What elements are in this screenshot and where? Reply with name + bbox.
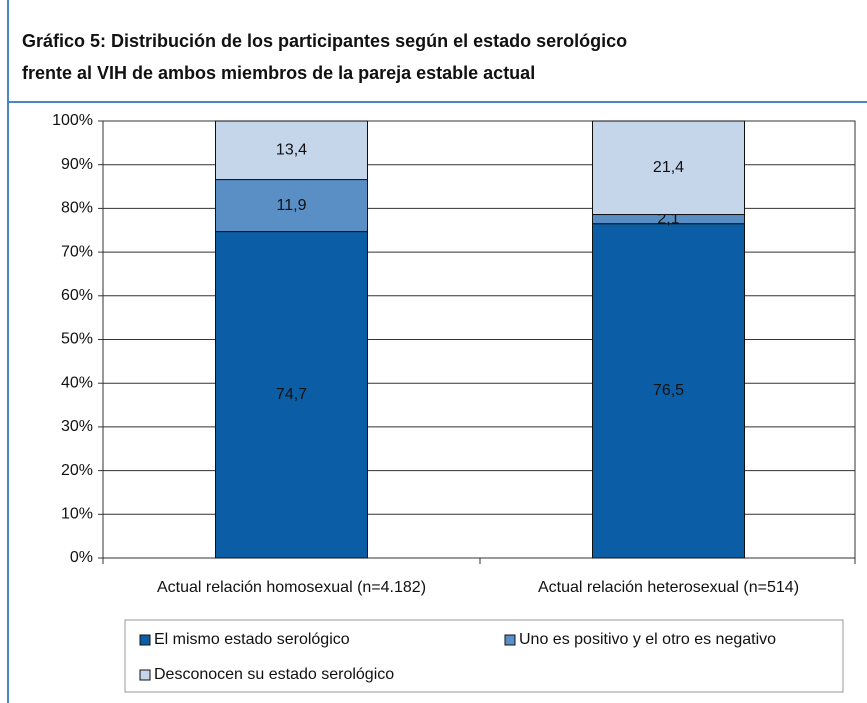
- data-label: 76,5: [653, 382, 684, 399]
- y-tick-label: 0%: [70, 549, 93, 566]
- chart-title: frente al VIH de ambos miembros de la pa…: [22, 63, 535, 83]
- x-tick-label: Actual relación heterosexual (n=514): [538, 579, 799, 596]
- legend-box: [124, 619, 844, 693]
- bar-segment: [592, 223, 745, 559]
- legend-swatch: [139, 634, 151, 646]
- x-tick-label: Actual relación homosexual (n=4.182): [157, 579, 426, 596]
- y-tick-label: 50%: [61, 331, 93, 348]
- y-tick-label: 90%: [61, 156, 93, 173]
- chart-title: Gráfico 5: Distribución de los participa…: [22, 31, 627, 51]
- legend-swatch: [139, 669, 151, 681]
- y-tick-label: 20%: [61, 462, 93, 479]
- data-label: 11,9: [277, 197, 307, 214]
- y-tick-label: 100%: [52, 112, 93, 129]
- y-tick-label: 40%: [61, 374, 93, 391]
- bar-segment: [215, 231, 368, 559]
- bar-segment: [592, 120, 745, 216]
- y-tick-label: 80%: [61, 200, 93, 217]
- data-label: 21,4: [653, 159, 684, 176]
- data-label: 74,7: [276, 386, 307, 403]
- legend-label: El mismo estado serológico: [154, 631, 350, 648]
- y-tick-label: 70%: [61, 243, 93, 260]
- legend-label: Uno es positivo y el otro es negativo: [519, 631, 776, 648]
- bar-segment: [215, 120, 368, 181]
- data-label: 13,4: [276, 141, 307, 158]
- legend-swatch: [504, 634, 516, 646]
- y-tick-label: 30%: [61, 418, 93, 435]
- legend-label: Desconocen su estado serológico: [154, 666, 394, 683]
- y-tick-label: 60%: [61, 287, 93, 304]
- plot-border: [102, 120, 856, 559]
- bar-segment: [215, 179, 368, 233]
- y-tick-label: 10%: [61, 506, 93, 523]
